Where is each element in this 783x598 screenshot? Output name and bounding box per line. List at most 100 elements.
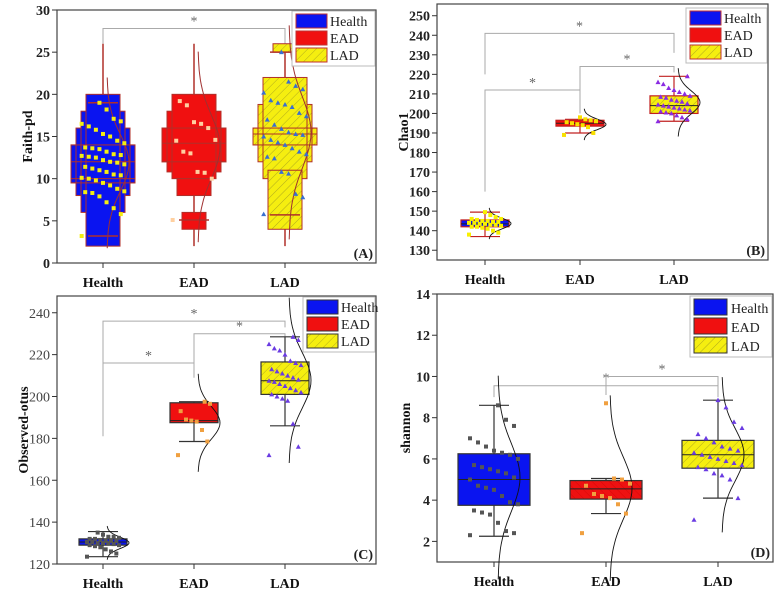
data-point	[620, 477, 624, 482]
data-point	[101, 541, 105, 546]
legend-label: Health	[731, 302, 768, 317]
distribution-curve	[721, 377, 745, 533]
data-point	[493, 215, 498, 220]
data-point	[115, 186, 120, 191]
data-point	[492, 448, 496, 453]
data-point	[488, 467, 492, 472]
x-tick-label: Health	[83, 577, 124, 592]
y-tick-label: 150	[409, 205, 430, 220]
data-point	[684, 101, 690, 106]
data-point	[108, 183, 113, 188]
group-ead	[169, 373, 221, 472]
data-point	[564, 120, 569, 125]
data-point	[118, 119, 123, 124]
distribution-curve	[288, 297, 312, 464]
y-tick-label: 120	[29, 558, 50, 573]
data-point	[475, 217, 479, 222]
data-point	[655, 118, 661, 124]
y-tick-label: 4	[423, 494, 430, 509]
data-point	[628, 481, 632, 486]
data-point	[500, 450, 504, 455]
data-point	[83, 190, 88, 195]
significance-star: *	[191, 15, 198, 30]
x-tick-label: Health	[83, 276, 124, 291]
y-tick-label: 210	[409, 88, 430, 103]
data-point	[111, 172, 116, 177]
data-point	[192, 120, 196, 125]
data-point	[275, 100, 281, 105]
data-point	[682, 107, 688, 112]
data-point	[684, 73, 690, 79]
data-point	[516, 456, 520, 461]
data-point	[87, 536, 92, 541]
legend-swatch-health	[306, 299, 339, 315]
data-point	[274, 368, 280, 374]
data-point	[485, 226, 490, 231]
data-point	[95, 541, 100, 546]
data-point	[188, 151, 193, 156]
data-point	[484, 444, 488, 449]
data-point	[500, 494, 504, 499]
data-point	[79, 234, 84, 239]
data-point	[300, 132, 306, 137]
data-point	[279, 396, 285, 401]
y-tick-label: 160	[409, 186, 430, 201]
data-point	[508, 500, 512, 505]
data-point	[691, 450, 697, 455]
data-point	[93, 178, 98, 183]
data-point	[293, 131, 299, 136]
data-point	[85, 540, 89, 545]
y-tick-label: 140	[409, 225, 430, 240]
data-point	[467, 232, 471, 237]
data-point	[488, 512, 492, 517]
data-point	[115, 160, 120, 165]
data-point	[264, 154, 270, 159]
data-point	[85, 554, 89, 559]
data-point	[101, 532, 105, 537]
data-point	[79, 121, 84, 126]
data-point	[723, 404, 729, 410]
x-tick-label: LAD	[703, 575, 733, 590]
data-point	[663, 109, 669, 115]
data-point	[298, 389, 304, 395]
y-tick-label: 200	[29, 391, 50, 406]
distribution-curve	[609, 395, 633, 581]
data-point	[480, 218, 485, 223]
y-tick-label: 190	[409, 127, 430, 142]
data-point	[295, 377, 301, 382]
data-point	[491, 228, 495, 233]
data-point	[277, 347, 283, 353]
data-point	[177, 99, 182, 104]
significance-bracket	[605, 375, 719, 396]
data-point	[671, 87, 677, 92]
x-tick-label: EAD	[179, 577, 209, 592]
data-point	[484, 485, 488, 490]
data-point	[111, 152, 116, 157]
data-point	[703, 435, 709, 441]
data-point	[682, 91, 688, 96]
legend-label: Health	[724, 12, 761, 27]
data-point	[296, 110, 302, 115]
data-point	[735, 495, 741, 501]
data-point	[111, 116, 116, 121]
legend-swatch-lad	[693, 336, 728, 354]
data-point	[496, 219, 501, 224]
letter-value-box	[267, 169, 303, 230]
data-point	[208, 401, 212, 406]
data-point	[731, 419, 737, 424]
data-point	[287, 358, 293, 363]
group-ead	[569, 395, 643, 581]
significance-star: *	[529, 76, 536, 91]
data-point	[200, 428, 204, 432]
data-point	[287, 385, 293, 391]
y-tick-label: 20	[36, 88, 50, 103]
data-point	[176, 453, 180, 458]
legend-swatch-health	[693, 298, 728, 316]
data-point	[485, 218, 490, 223]
data-point	[594, 119, 598, 124]
legend-label: EAD	[731, 321, 760, 336]
data-point	[586, 125, 590, 130]
data-point	[282, 352, 288, 357]
box	[260, 361, 310, 396]
data-point	[202, 399, 207, 404]
